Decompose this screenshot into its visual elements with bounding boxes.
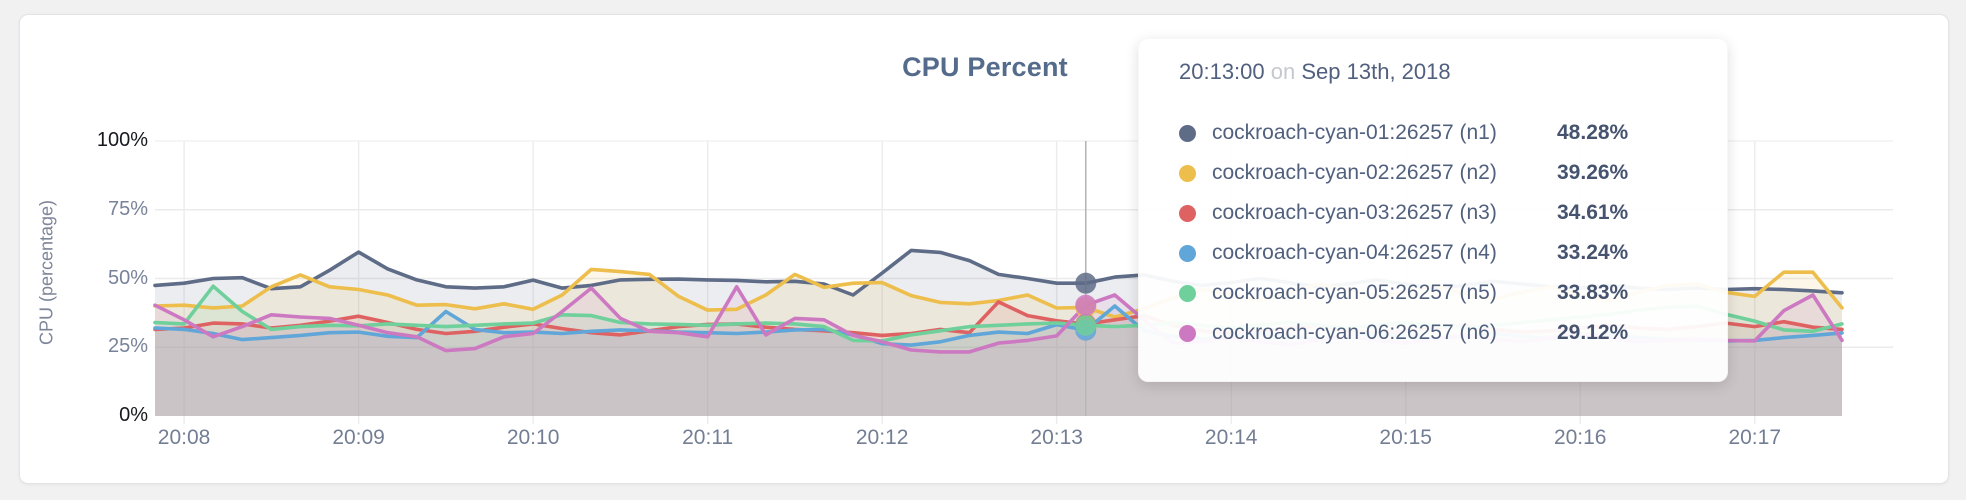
x-tick-label: 20:12 — [855, 426, 909, 449]
series-value: 39.26% — [1557, 161, 1629, 184]
tooltip-row: cockroach-cyan-01:26257 (n1) 48.28% — [1179, 113, 1687, 153]
series-dot-icon — [1179, 204, 1196, 222]
hover-dot — [1075, 272, 1097, 294]
tooltip-row: cockroach-cyan-05:26257 (n5) 33.83% — [1179, 273, 1687, 313]
series-dot-icon — [1179, 284, 1196, 302]
series-value: 29.12% — [1557, 321, 1629, 344]
y-tick-label: 50% — [107, 266, 148, 289]
tooltip-date: Sep 13th, 2018 — [1301, 59, 1451, 84]
series-value: 34.61% — [1557, 201, 1629, 224]
x-tick-label: 20:17 — [1728, 426, 1782, 449]
tooltip-time: 20:13:00 — [1179, 59, 1265, 84]
x-tick-label: 20:10 — [506, 426, 560, 449]
series-label: cockroach-cyan-02:26257 (n2) — [1212, 161, 1497, 184]
series-label: cockroach-cyan-05:26257 (n5) — [1212, 281, 1497, 304]
series-value: 33.83% — [1557, 281, 1629, 304]
x-tick-label: 20:11 — [682, 426, 734, 449]
x-tick-label: 20:14 — [1204, 426, 1258, 449]
y-tick-label: 75% — [107, 197, 148, 220]
series-label: cockroach-cyan-04:26257 (n4) — [1212, 241, 1497, 264]
series-dot-icon — [1179, 244, 1196, 262]
x-tick-label: 20:13 — [1030, 426, 1083, 449]
series-dot-icon — [1179, 324, 1196, 342]
series-label: cockroach-cyan-06:26257 (n6) — [1212, 321, 1497, 344]
series-value: 48.28% — [1557, 121, 1629, 144]
hover-dot — [1075, 314, 1097, 336]
hover-dot — [1075, 294, 1097, 316]
tooltip-on-word: on — [1270, 59, 1296, 84]
series-area — [155, 286, 1842, 416]
y-tick-label: 0% — [119, 404, 148, 426]
x-tick-label: 20:09 — [332, 426, 385, 449]
chart-title: CPU Percent — [902, 52, 1068, 82]
x-tick-label: 20:08 — [157, 426, 211, 449]
y-tick-label: 25% — [107, 335, 148, 358]
series-label: cockroach-cyan-03:26257 (n3) — [1212, 201, 1497, 224]
tooltip: 20:13:00 on Sep 13th, 2018 cockroach-cya… — [1138, 38, 1728, 382]
series-area — [155, 286, 1842, 416]
x-tick-label: 20:16 — [1553, 426, 1607, 449]
tooltip-row: cockroach-cyan-06:26257 (n6) 29.12% — [1179, 313, 1687, 353]
x-tick-label: 20:15 — [1379, 426, 1432, 449]
tooltip-row: cockroach-cyan-02:26257 (n2) 39.26% — [1179, 153, 1687, 193]
tooltip-row: cockroach-cyan-03:26257 (n3) 34.61% — [1179, 193, 1687, 233]
series-dot-icon — [1179, 124, 1196, 142]
series-dot-icon — [1179, 164, 1196, 182]
series-label: cockroach-cyan-01:26257 (n1) — [1212, 121, 1497, 144]
tooltip-title: 20:13:00 on Sep 13th, 2018 — [1179, 57, 1687, 87]
series-value: 33.24% — [1557, 241, 1629, 264]
tooltip-row: cockroach-cyan-04:26257 (n4) 33.24% — [1179, 233, 1687, 273]
y-tick-label: 100% — [96, 129, 148, 151]
tooltip-rows: cockroach-cyan-01:26257 (n1) 48.28% cockro… — [1179, 113, 1687, 353]
